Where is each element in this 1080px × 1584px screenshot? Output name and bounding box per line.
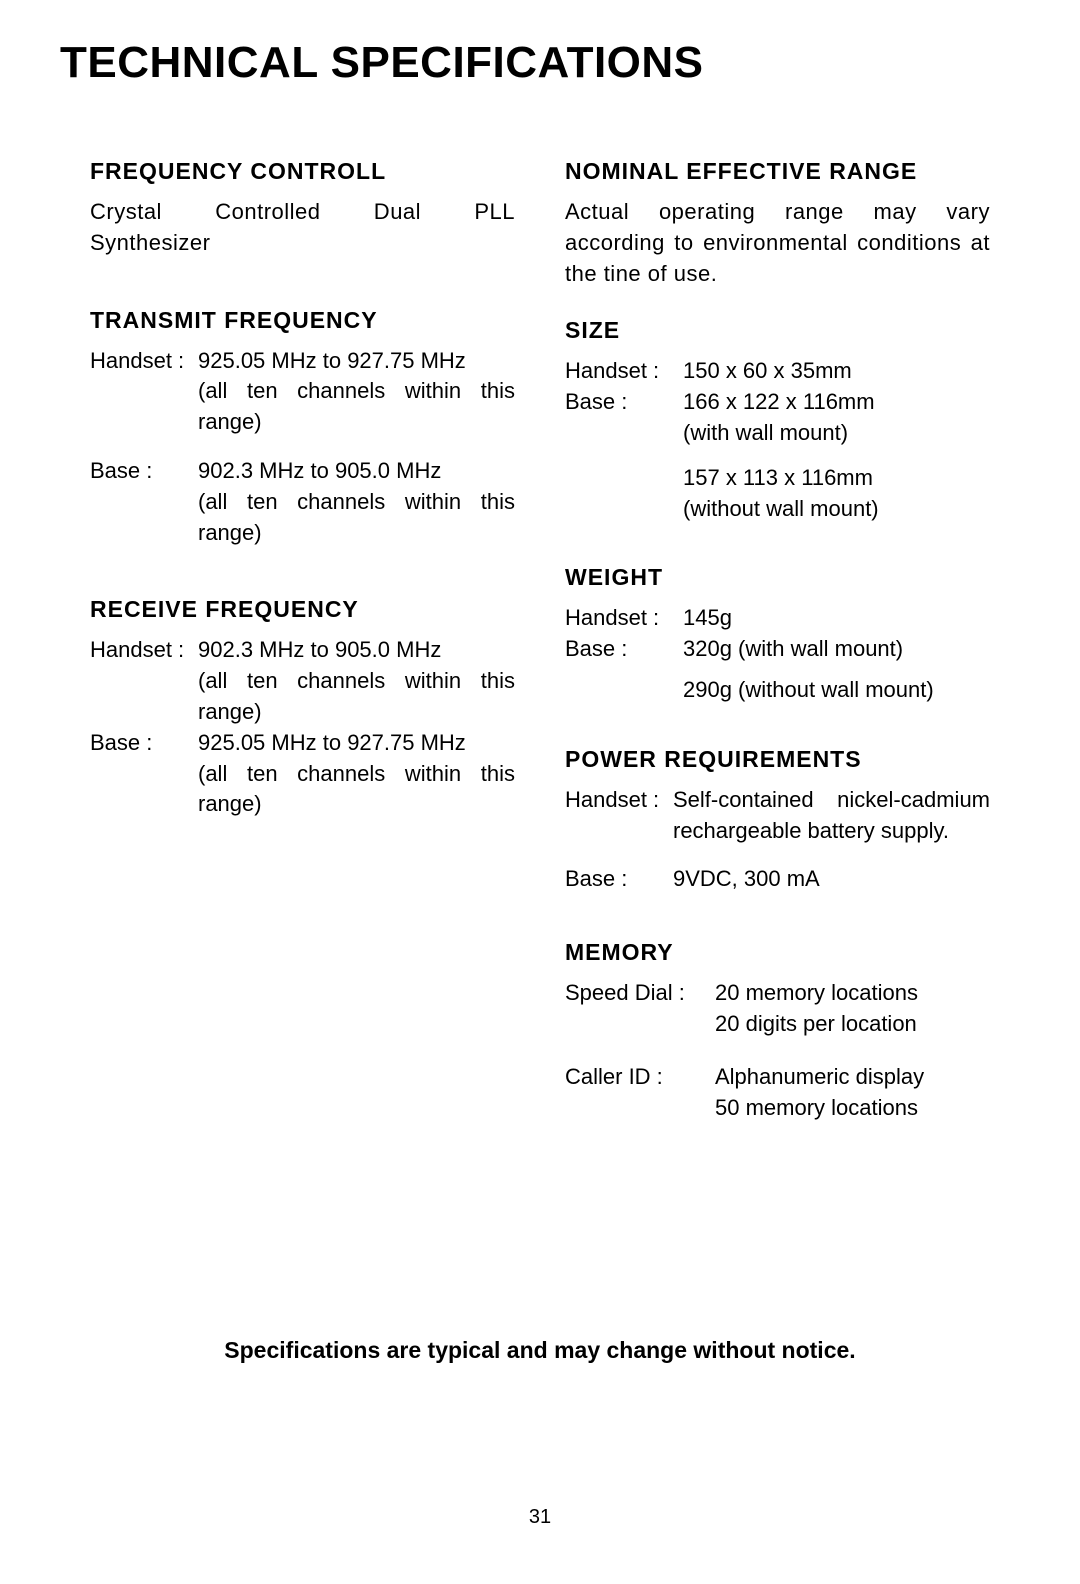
size-handset-label: Handset :: [565, 356, 683, 387]
heading-size: SIZE: [565, 317, 990, 344]
transmit-handset-line1: 925.05 MHz to 927.75 MHz: [198, 346, 515, 377]
size-handset-value: 150 x 60 x 35mm: [683, 356, 852, 387]
transmit-handset-row: Handset : 925.05 MHz to 927.75 MHz (all …: [90, 346, 515, 438]
memory-speeddial-row: Speed Dial : 20 memory locations 20 digi…: [565, 978, 990, 1040]
power-base-label: Base :: [565, 864, 673, 895]
footer-note: Specifications are typical and may chang…: [0, 1337, 1080, 1364]
transmit-base-label: Base :: [90, 456, 198, 548]
transmit-handset-line2: (all ten channels within this range): [198, 376, 515, 438]
size-base-label: Base :: [565, 387, 683, 524]
section-nominal-range: NOMINAL EFFECTIVE RANGE Actual operating…: [565, 158, 990, 289]
section-weight: WEIGHT Handset : 145g Base : 320g (with …: [565, 564, 990, 705]
transmit-base-value: 902.3 MHz to 905.0 MHz (all ten channels…: [198, 456, 515, 548]
size-base-line1: 166 x 122 x 116mm: [683, 387, 879, 418]
weight-base-line1: 320g (with wall mount): [683, 634, 934, 665]
receive-base-value: 925.05 MHz to 927.75 MHz (all ten channe…: [198, 728, 515, 820]
weight-base-line2: 290g (without wall mount): [683, 675, 934, 706]
memory-cid-line2: 50 memory locations: [715, 1093, 924, 1124]
memory-callerid-row: Caller ID : Alphanumeric display 50 memo…: [565, 1062, 990, 1124]
receive-handset-label: Handset :: [90, 635, 198, 727]
power-base-row: Base : 9VDC, 300 mA: [565, 864, 990, 895]
size-base-line4: (without wall mount): [683, 494, 879, 525]
transmit-base-line2: (all ten channels within this range): [198, 487, 515, 549]
heading-power: POWER REQUIREMENTS: [565, 746, 990, 773]
receive-base-line2: (all ten channels within this range): [198, 759, 515, 821]
memory-sd-line1: 20 memory locations: [715, 978, 918, 1009]
transmit-base-line1: 902.3 MHz to 905.0 MHz: [198, 456, 515, 487]
receive-handset-line1: 902.3 MHz to 905.0 MHz: [198, 635, 515, 666]
size-base-line3: 157 x 113 x 116mm: [683, 463, 879, 494]
page-title: TECHNICAL SPECIFICATIONS: [60, 38, 1020, 88]
section-power: POWER REQUIREMENTS Handset : Self-contai…: [565, 746, 990, 895]
receive-handset-row: Handset : 902.3 MHz to 905.0 MHz (all te…: [90, 635, 515, 727]
size-handset-row: Handset : 150 x 60 x 35mm: [565, 356, 990, 387]
transmit-handset-label: Handset :: [90, 346, 198, 438]
heading-memory: MEMORY: [565, 939, 990, 966]
section-memory: MEMORY Speed Dial : 20 memory locations …: [565, 939, 990, 1123]
size-base-value: 166 x 122 x 116mm (with wall mount) 157 …: [683, 387, 879, 524]
weight-handset-value: 145g: [683, 603, 732, 634]
memory-speeddial-label: Speed Dial :: [565, 978, 715, 1040]
receive-handset-line2: (all ten channels within this range): [198, 666, 515, 728]
size-base-line2: (with wall mount): [683, 418, 879, 449]
weight-base-row: Base : 320g (with wall mount) 290g (with…: [565, 634, 990, 706]
memory-speeddial-value: 20 memory locations 20 digits per locati…: [715, 978, 918, 1040]
transmit-handset-value: 925.05 MHz to 927.75 MHz (all ten channe…: [198, 346, 515, 438]
memory-callerid-value: Alphanumeric display 50 memory locations: [715, 1062, 924, 1124]
receive-handset-value: 902.3 MHz to 905.0 MHz (all ten channels…: [198, 635, 515, 727]
power-handset-row: Handset : Self-contained nickel-cadmium …: [565, 785, 990, 847]
receive-base-row: Base : 925.05 MHz to 927.75 MHz (all ten…: [90, 728, 515, 820]
weight-handset-label: Handset :: [565, 603, 683, 634]
receive-base-label: Base :: [90, 728, 198, 820]
weight-handset-row: Handset : 145g: [565, 603, 990, 634]
power-handset-value: Self-contained nickel-cadmium rechargeab…: [673, 785, 990, 847]
text-nominal-range: Actual operating range may vary accordin…: [565, 197, 990, 289]
section-transmit-frequency: TRANSMIT FREQUENCY Handset : 925.05 MHz …: [90, 307, 515, 549]
weight-base-value: 320g (with wall mount) 290g (without wal…: [683, 634, 934, 706]
heading-weight: WEIGHT: [565, 564, 990, 591]
power-base-value: 9VDC, 300 mA: [673, 864, 820, 895]
page-number: 31: [0, 1506, 1080, 1529]
left-column: FREQUENCY CONTROLL Crystal Controlled Du…: [90, 158, 515, 1171]
section-size: SIZE Handset : 150 x 60 x 35mm Base : 16…: [565, 317, 990, 524]
memory-callerid-label: Caller ID :: [565, 1062, 715, 1124]
heading-frequency-control: FREQUENCY CONTROLL: [90, 158, 515, 185]
weight-base-label: Base :: [565, 634, 683, 706]
memory-cid-line1: Alphanumeric display: [715, 1062, 924, 1093]
heading-transmit-frequency: TRANSMIT FREQUENCY: [90, 307, 515, 334]
columns: FREQUENCY CONTROLL Crystal Controlled Du…: [60, 158, 1020, 1171]
receive-base-line1: 925.05 MHz to 927.75 MHz: [198, 728, 515, 759]
text-frequency-control: Crystal Controlled Dual PLL Synthesizer: [90, 197, 515, 259]
size-base-row: Base : 166 x 122 x 116mm (with wall moun…: [565, 387, 990, 524]
section-frequency-control: FREQUENCY CONTROLL Crystal Controlled Du…: [90, 158, 515, 259]
heading-receive-frequency: RECEIVE FREQUENCY: [90, 596, 515, 623]
transmit-base-row: Base : 902.3 MHz to 905.0 MHz (all ten c…: [90, 456, 515, 548]
memory-sd-line2: 20 digits per location: [715, 1009, 918, 1040]
right-column: NOMINAL EFFECTIVE RANGE Actual operating…: [565, 158, 990, 1171]
heading-nominal-range: NOMINAL EFFECTIVE RANGE: [565, 158, 990, 185]
power-handset-label: Handset :: [565, 785, 673, 847]
section-receive-frequency: RECEIVE FREQUENCY Handset : 902.3 MHz to…: [90, 596, 515, 820]
